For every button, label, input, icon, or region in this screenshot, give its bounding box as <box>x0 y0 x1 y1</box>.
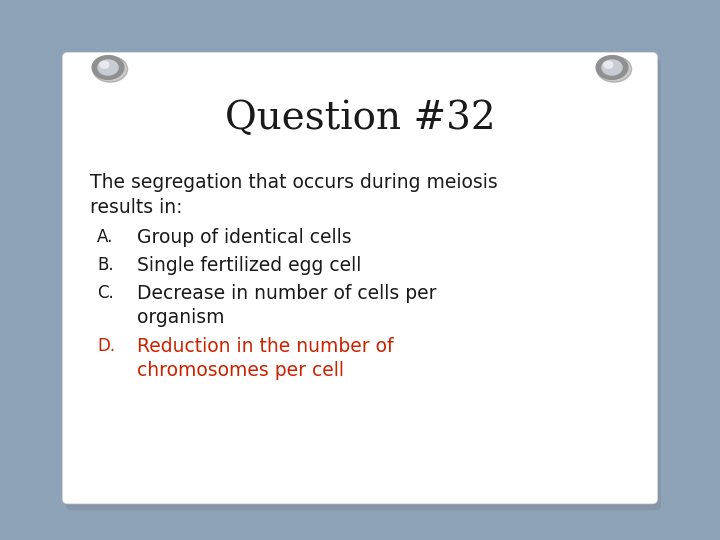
Circle shape <box>98 60 118 75</box>
Text: results in:: results in: <box>90 198 182 217</box>
Text: Single fertilized egg cell: Single fertilized egg cell <box>137 255 361 275</box>
Text: D.: D. <box>97 336 115 354</box>
Circle shape <box>602 60 622 75</box>
Circle shape <box>92 56 124 79</box>
Text: Group of identical cells: Group of identical cells <box>137 227 351 247</box>
Circle shape <box>597 56 631 82</box>
Text: Reduction in the number of: Reduction in the number of <box>137 336 393 355</box>
Text: The segregation that occurs during meiosis: The segregation that occurs during meios… <box>90 173 498 192</box>
Text: organism: organism <box>137 308 225 327</box>
Text: chromosomes per cell: chromosomes per cell <box>137 361 344 380</box>
FancyBboxPatch shape <box>66 59 661 510</box>
Text: Decrease in number of cells per: Decrease in number of cells per <box>137 284 436 303</box>
Circle shape <box>93 56 127 82</box>
Circle shape <box>604 62 613 68</box>
Text: Question #32: Question #32 <box>225 100 495 137</box>
Text: C.: C. <box>97 284 114 302</box>
Circle shape <box>596 56 628 79</box>
Circle shape <box>100 62 109 68</box>
Text: A.: A. <box>97 227 114 246</box>
Text: B.: B. <box>97 255 114 274</box>
FancyBboxPatch shape <box>63 52 657 504</box>
